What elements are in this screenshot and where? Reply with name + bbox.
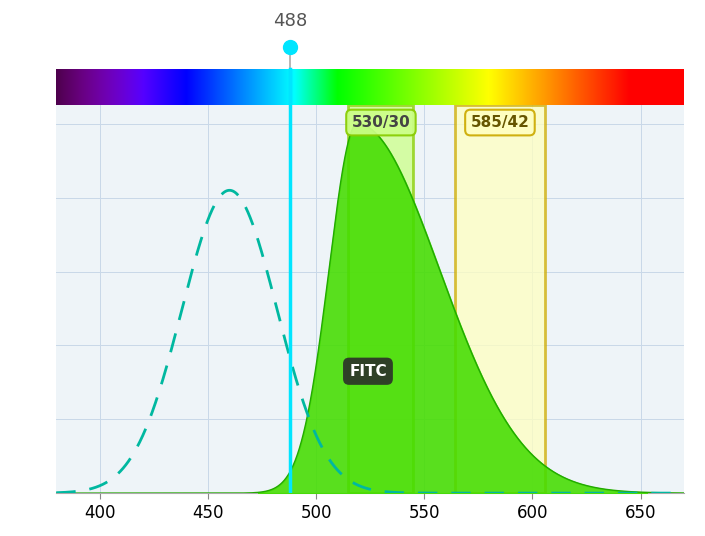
Text: 488: 488 <box>273 12 307 30</box>
Text: FITC: FITC <box>349 364 387 379</box>
Text: 530/30: 530/30 <box>352 115 410 130</box>
Bar <box>348 106 413 493</box>
Bar <box>455 106 546 493</box>
Text: 585/42: 585/42 <box>470 115 529 130</box>
